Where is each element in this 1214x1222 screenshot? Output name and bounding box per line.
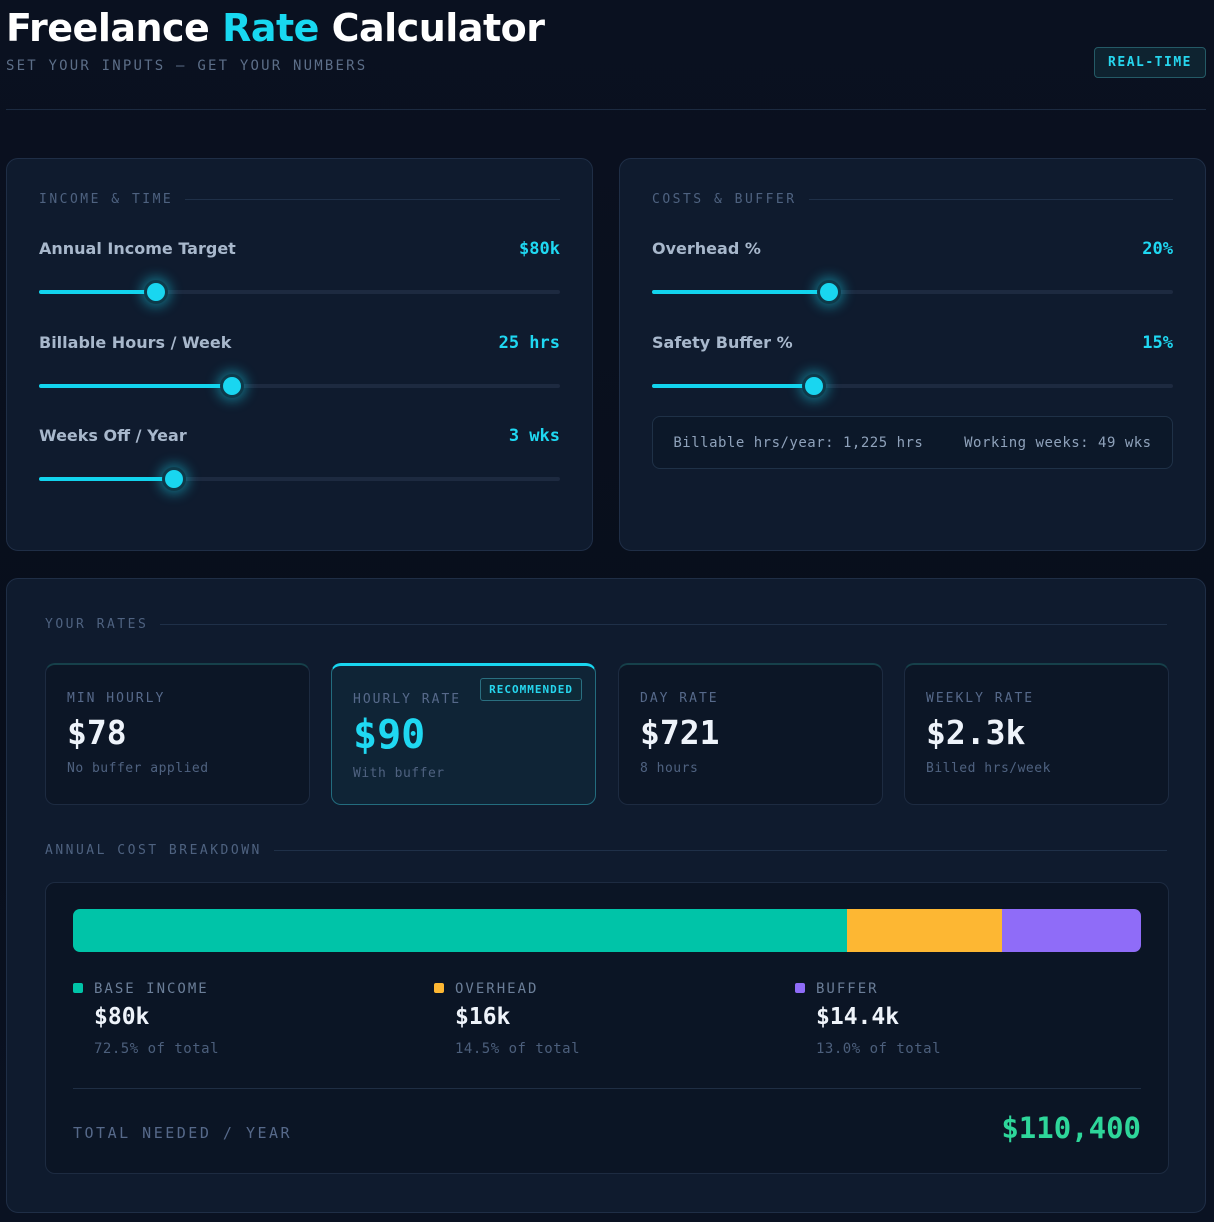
slider-fill <box>39 477 175 481</box>
section-label-breakdown: ANNUAL COST BREAKDOWN <box>45 843 1167 858</box>
slider-thumb[interactable] <box>162 467 187 491</box>
slider-track[interactable] <box>39 374 560 398</box>
rate-card-value: $721 <box>640 713 720 752</box>
slider-track[interactable] <box>652 374 1173 398</box>
bar-segment-overhead <box>847 909 1003 952</box>
realtime-badge: REAL-TIME <box>1094 47 1206 78</box>
slider-label: Billable Hours / Week <box>39 333 232 352</box>
legend-amount: $16k <box>455 1004 511 1030</box>
bar-segment-buffer <box>1002 909 1141 952</box>
slider-billable-hours[interactable]: Billable Hours / Week 25 hrs <box>39 333 560 403</box>
rate-card-value: $78 <box>67 713 127 752</box>
title-part-1: Freelance <box>6 6 210 50</box>
section-label-income: INCOME & TIME <box>39 192 560 207</box>
page-title: Freelance Rate Calculator <box>6 6 1206 50</box>
rate-card-sub: With buffer <box>353 766 445 781</box>
legend-dot <box>434 983 444 993</box>
section-label-rates: YOUR RATES <box>45 617 1167 632</box>
working-weeks-stat: Working weeks: 49 wks <box>964 434 1152 451</box>
legend-name: BASE INCOME <box>94 981 209 997</box>
rate-card-min-hourly: MIN HOURLY $78 No buffer applied <box>45 663 310 805</box>
slider-label: Safety Buffer % <box>652 333 793 352</box>
slider-value: 20% <box>1142 239 1173 259</box>
slider-fill <box>652 384 814 388</box>
slider-thumb[interactable] <box>801 374 826 398</box>
slider-thumb[interactable] <box>817 280 842 304</box>
legend-name: OVERHEAD <box>455 981 539 997</box>
income-time-panel: INCOME & TIME Annual Income Target $80k … <box>6 158 593 551</box>
slider-track[interactable] <box>39 467 560 491</box>
rate-card-label: WEEKLY RATE <box>926 691 1035 706</box>
costs-buffer-panel: COSTS & BUFFER Overhead % 20% Safety Buf… <box>619 158 1206 551</box>
slider-annual-income[interactable]: Annual Income Target $80k <box>39 239 560 309</box>
rate-card-value: $90 <box>353 712 426 758</box>
rate-card-sub: 8 hours <box>640 761 699 776</box>
rate-card-label: DAY RATE <box>640 691 719 706</box>
slider-thumb[interactable] <box>144 280 169 304</box>
rate-card-weekly: WEEKLY RATE $2.3k Billed hrs/week <box>904 663 1169 805</box>
total-label: TOTAL NEEDED / YEAR <box>73 1124 293 1142</box>
title-accent: Rate <box>222 6 319 50</box>
legend-dot <box>795 983 805 993</box>
slider-weeks-off[interactable]: Weeks Off / Year 3 wks <box>39 426 560 496</box>
slider-fill <box>652 290 830 294</box>
total-value: $110,400 <box>1001 1111 1141 1145</box>
slider-value: 3 wks <box>508 426 560 446</box>
derived-stats-box: Billable hrs/year: 1,225 hrs Working wee… <box>652 416 1173 469</box>
divider <box>73 1088 1141 1089</box>
cost-breakdown-box: BASE INCOME $80k 72.5% of total OVERHEAD… <box>45 882 1169 1174</box>
slider-track[interactable] <box>652 280 1173 304</box>
slider-safety-buffer[interactable]: Safety Buffer % 15% <box>652 333 1173 403</box>
rate-cards: MIN HOURLY $78 No buffer applied RECOMME… <box>45 663 1169 805</box>
legend-percent: 72.5% of total <box>94 1041 220 1057</box>
legend-amount: $14.4k <box>816 1004 900 1030</box>
slider-fill <box>39 384 232 388</box>
slider-label: Overhead % <box>652 239 761 258</box>
rates-panel: YOUR RATES MIN HOURLY $78 No buffer appl… <box>6 578 1206 1213</box>
section-label-costs: COSTS & BUFFER <box>652 192 1173 207</box>
legend-percent: 13.0% of total <box>816 1041 942 1057</box>
slider-label: Weeks Off / Year <box>39 426 187 445</box>
slider-fill <box>39 290 157 294</box>
slider-label: Annual Income Target <box>39 239 236 258</box>
legend-amount: $80k <box>94 1004 150 1030</box>
legend-name: BUFFER <box>816 981 879 997</box>
legend-percent: 14.5% of total <box>455 1041 581 1057</box>
slider-value: $80k <box>519 239 560 259</box>
rate-card-label: MIN HOURLY <box>67 691 166 706</box>
bar-segment-base-income <box>73 909 848 952</box>
slider-track[interactable] <box>39 280 560 304</box>
title-part-2: Calculator <box>331 6 545 50</box>
page-subtitle: SET YOUR INPUTS — GET YOUR NUMBERS <box>6 58 368 74</box>
legend-dot <box>73 983 83 993</box>
page-header: Freelance Rate Calculator SET YOUR INPUT… <box>6 6 1206 110</box>
slider-thumb[interactable] <box>219 374 244 398</box>
breakdown-stacked-bar <box>73 909 1141 952</box>
rate-card-day: DAY RATE $721 8 hours <box>618 663 883 805</box>
slider-overhead[interactable]: Overhead % 20% <box>652 239 1173 309</box>
slider-value: 25 hrs <box>498 333 560 353</box>
slider-value: 15% <box>1142 333 1173 353</box>
rate-card-value: $2.3k <box>926 713 1026 752</box>
rate-card-hourly: RECOMMENDED HOURLY RATE $90 With buffer <box>331 663 596 805</box>
rate-card-label: HOURLY RATE <box>353 692 462 707</box>
billable-hours-stat: Billable hrs/year: 1,225 hrs <box>673 434 924 451</box>
recommended-badge: RECOMMENDED <box>480 678 582 701</box>
rate-card-sub: No buffer applied <box>67 761 209 776</box>
rate-card-sub: Billed hrs/week <box>926 761 1051 776</box>
